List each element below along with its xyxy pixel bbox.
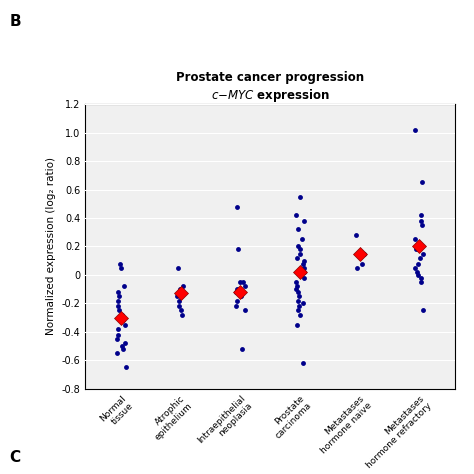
Title: Prostate cancer progression
$\it{c}$$\it{-MYC}$ expression: Prostate cancer progression $\it{c}$$\it… [176,71,364,104]
Y-axis label: Normalized expression (log₂ ratio): Normalized expression (log₂ ratio) [46,157,56,336]
Text: B: B [9,14,21,29]
Text: C: C [9,450,20,465]
